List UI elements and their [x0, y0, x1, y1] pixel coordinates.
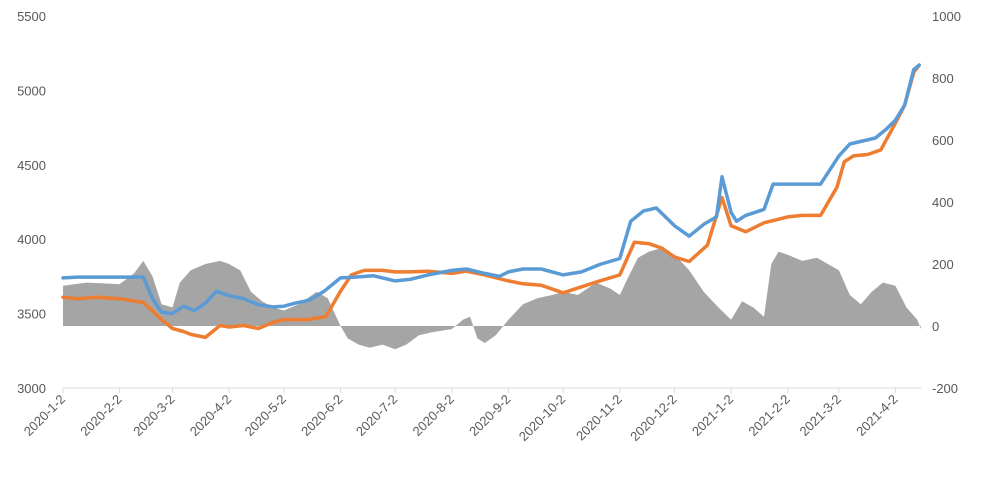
area-series-area	[63, 248, 921, 350]
x-tick-label: 2020-4-2	[187, 392, 234, 439]
y-left-tick-label: 5500	[17, 9, 46, 24]
x-tick-label: 2021-4-2	[853, 392, 900, 439]
x-tick-label: 2020-6-2	[298, 392, 345, 439]
y-left-tick-label: 4000	[17, 232, 46, 247]
y-right-tick-label: -200	[932, 381, 958, 396]
line-series-layer	[61, 63, 921, 340]
x-tick-label: 2020-1-2	[21, 392, 68, 439]
x-tick-label: 2020-3-2	[130, 392, 177, 439]
x-tick-label: 2020-10-2	[516, 392, 569, 445]
tick-label-layer: 2020-1-2 2020-2-2 2020-3-2 2020-4-2 2020-5-2…	[17, 9, 961, 444]
y-right-tick-label: 200	[932, 257, 954, 272]
x-tick-label: 2021-2-2	[745, 392, 792, 439]
y-right-tick-label: 400	[932, 195, 954, 210]
x-tick-label: 2020-11-2	[573, 392, 625, 444]
x-tick-label: 2020-5-2	[242, 392, 289, 439]
x-tick-label: 2020-2-2	[77, 392, 124, 439]
y-left-tick-label: 3000	[17, 381, 46, 396]
y-left-tick-label: 5000	[17, 83, 46, 98]
y-right-tick-label: 600	[932, 133, 954, 148]
x-tick-label: 2020-7-2	[353, 392, 400, 439]
y-right-tick-label: 1000	[932, 9, 961, 24]
y-right-tick-label: 800	[932, 71, 954, 86]
x-tick-label: 2020-9-2	[466, 392, 513, 439]
x-tick-label: 2021-3-2	[797, 392, 844, 439]
x-tick-label: 2021-1-2	[689, 392, 736, 439]
y-left-tick-label: 4500	[17, 158, 46, 173]
x-tick-label: 2020-8-2	[410, 392, 457, 439]
y-left-tick-label: 3500	[17, 307, 46, 322]
line-series-orange	[61, 63, 921, 340]
line-series-blue	[61, 63, 921, 316]
y-right-tick-label: 0	[932, 319, 939, 334]
x-tick-label: 2020-12-2	[627, 392, 680, 445]
axis-layer	[62, 387, 921, 393]
area-series-layer	[63, 248, 921, 350]
